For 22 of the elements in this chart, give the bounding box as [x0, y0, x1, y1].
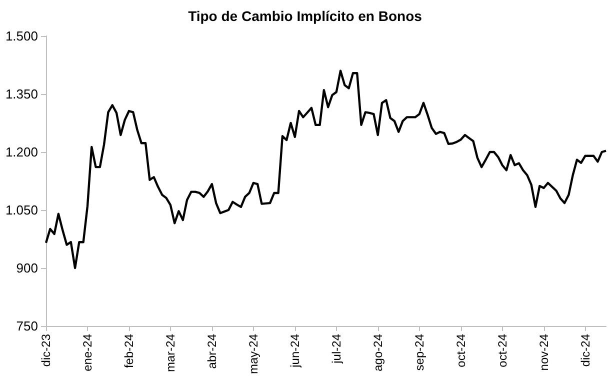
y-tick-label: 1.500 — [5, 28, 38, 44]
y-tick-label: 900 — [16, 260, 38, 276]
x-tick-label: dic-24 — [578, 334, 592, 367]
x-tick-label: jun-24 — [288, 334, 302, 368]
x-tick-label: ago-24 — [370, 334, 385, 372]
x-tick-label: may-24 — [246, 334, 260, 374]
chart-title: Tipo de Cambio Implícito en Bonos — [188, 8, 422, 24]
x-tick-label: mar-24 — [163, 334, 178, 372]
x-tick-label: oct-24 — [495, 334, 510, 368]
x-tick-label: ene-24 — [80, 334, 94, 372]
x-tick-label: oct-24 — [454, 334, 468, 368]
x-tick-label: abr-24 — [204, 334, 219, 369]
x-tick-label: sep-24 — [412, 334, 426, 371]
line-series — [44, 70, 608, 270]
y-tick-label: 1.050 — [5, 202, 38, 218]
y-tick-label: 1.200 — [5, 144, 38, 160]
x-tick-label: feb-24 — [122, 334, 136, 368]
y-tick-label: 1.350 — [5, 86, 38, 102]
x-tick-label: dic-23 — [39, 334, 53, 367]
x-tick-label: jul-24 — [329, 334, 344, 364]
x-tick-label: nov-24 — [536, 334, 551, 371]
y-tick-label: 750 — [16, 318, 38, 334]
